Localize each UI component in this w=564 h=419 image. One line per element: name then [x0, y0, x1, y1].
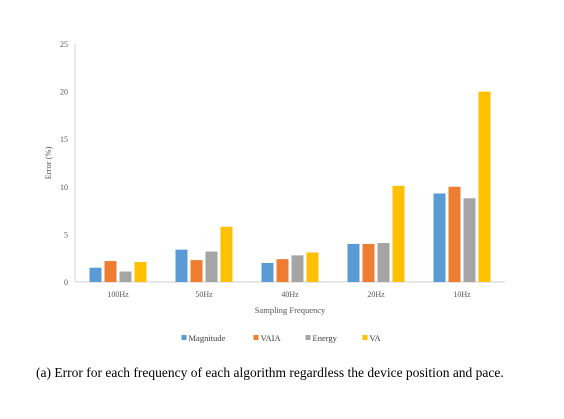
bar-va-50hz	[220, 226, 233, 282]
bar-va-20hz	[392, 185, 405, 282]
bar-energy-40hz	[291, 255, 304, 282]
y-axis-label: Error (%)	[43, 146, 53, 179]
y-tick-label: 5	[64, 230, 68, 239]
legend-label-vaia: VAIA	[261, 333, 282, 343]
y-tick-label: 0	[64, 278, 68, 287]
bar-vaia-20hz	[362, 243, 375, 282]
legend-label-magnitude: Magnitude	[189, 333, 226, 343]
bar-vaia-50hz	[190, 260, 203, 282]
bars-group	[89, 91, 491, 282]
y-tick-label: 20	[60, 88, 68, 97]
figure-caption: (a) Error for each frequency of each alg…	[36, 365, 504, 380]
bar-va-100hz	[134, 262, 147, 282]
legend-label-va: VA	[370, 333, 382, 343]
bar-magnitude-40hz	[261, 262, 274, 282]
bar-magnitude-10hz	[433, 193, 446, 282]
y-tick-label: 10	[60, 183, 68, 192]
bar-energy-10hz	[463, 198, 476, 282]
x-tick-label: 50Hz	[195, 290, 213, 299]
bar-magnitude-100hz	[89, 267, 102, 282]
legend: Magnitude VAIA Energy VA	[181, 333, 382, 343]
bar-va-40hz	[306, 252, 319, 282]
x-axis-ticks: 100Hz 50Hz 40Hz 20Hz 10Hz	[107, 290, 471, 299]
bar-vaia-100hz	[104, 261, 117, 282]
legend-label-energy: Energy	[313, 333, 338, 343]
bar-magnitude-20hz	[347, 243, 360, 282]
bar-energy-100hz	[119, 271, 132, 282]
legend-swatch-va	[362, 335, 368, 340]
bar-vaia-40hz	[276, 259, 289, 282]
y-tick-label: 25	[60, 40, 68, 49]
y-axis-ticks: 0 5 10 15 20 25	[60, 40, 68, 287]
legend-swatch-energy	[305, 335, 311, 340]
x-axis-label: Sampling Frequency	[255, 305, 326, 315]
bar-magnitude-50hz	[175, 249, 188, 282]
y-tick-label: 15	[60, 135, 68, 144]
x-tick-label: 20Hz	[367, 290, 385, 299]
legend-swatch-magnitude	[181, 335, 187, 340]
bar-va-10hz	[478, 91, 491, 282]
bar-energy-20hz	[377, 242, 390, 282]
x-tick-label: 100Hz	[107, 290, 129, 299]
bar-vaia-10hz	[448, 186, 461, 282]
legend-swatch-vaia	[253, 335, 259, 340]
x-tick-label: 40Hz	[281, 290, 299, 299]
x-tick-label: 10Hz	[453, 290, 471, 299]
bar-chart: 0 5 10 15 20 25 100Hz 50Hz 40Hz 20Hz 10Hz Samplin…	[43, 40, 505, 343]
bar-energy-50hz	[205, 251, 218, 282]
